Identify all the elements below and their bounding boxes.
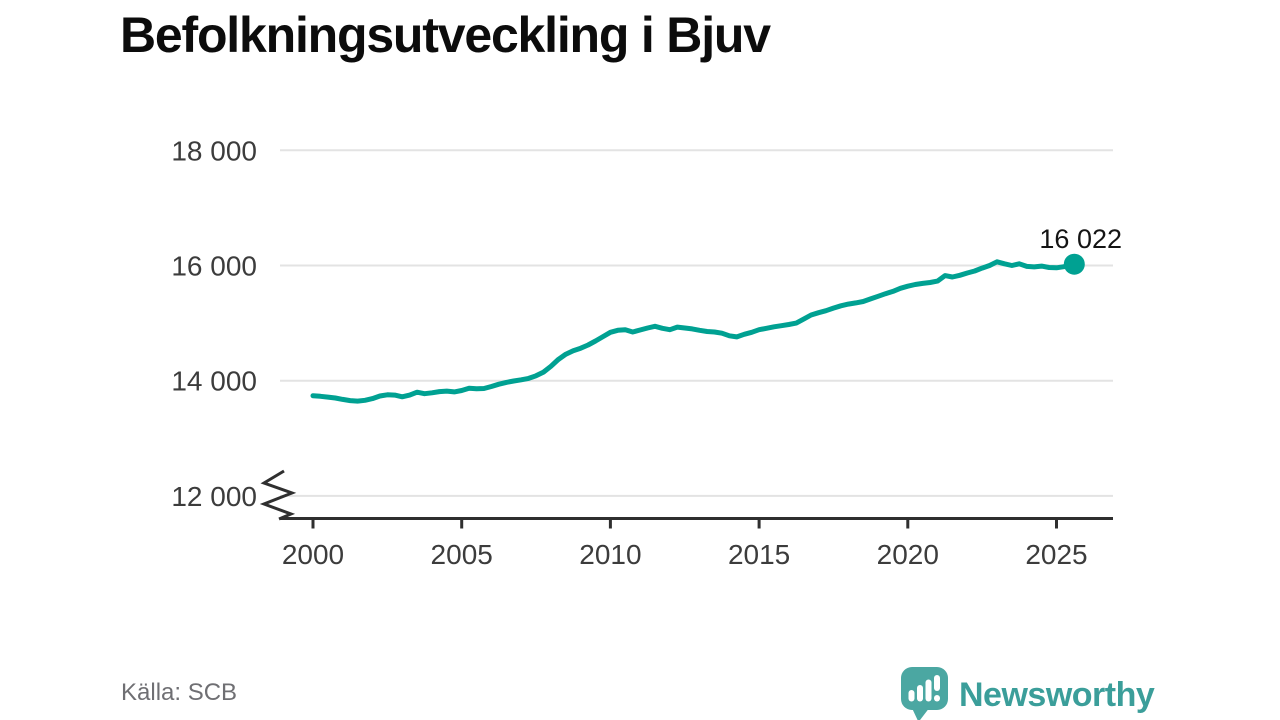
logo-bar-2 bbox=[917, 685, 923, 702]
latest-value-label: 16 022 bbox=[1039, 224, 1122, 254]
y-axis-break-mark bbox=[259, 469, 297, 521]
source-caption: Källa: SCB bbox=[121, 679, 238, 706]
newsworthy-logo[interactable]: Newsworthy bbox=[899, 666, 1155, 720]
newsworthy-wordmark: Newsworthy bbox=[959, 675, 1155, 714]
y-tick-label-12000: 12 000 bbox=[171, 481, 257, 512]
y-tick-label-16000: 16 000 bbox=[171, 251, 257, 282]
logo-bubble-tail bbox=[911, 706, 930, 720]
x-tick-label-2005: 2005 bbox=[431, 539, 493, 570]
y-tick-label-14000: 14 000 bbox=[171, 366, 257, 397]
x-tick-label-2000: 2000 bbox=[282, 539, 344, 570]
newsworthy-bubble-chart-icon bbox=[901, 667, 948, 720]
logo-exclamation-dot bbox=[934, 695, 940, 702]
logo-bubble bbox=[901, 667, 948, 710]
x-tick-label-2015: 2015 bbox=[728, 539, 790, 570]
x-tick-label-2020: 2020 bbox=[877, 539, 939, 570]
x-tick-label-2025: 2025 bbox=[1025, 539, 1087, 570]
logo-exclamation-stem bbox=[934, 675, 940, 691]
chart-title: Befolkningsutveckling i Bjuv bbox=[120, 7, 771, 63]
population-line bbox=[310, 259, 1077, 404]
x-tick-label-2010: 2010 bbox=[579, 539, 641, 570]
logo-bar-3 bbox=[925, 679, 932, 702]
logo-bar-1 bbox=[908, 690, 915, 702]
latest-value-dot bbox=[1063, 253, 1085, 275]
y-tick-label-18000: 18 000 bbox=[171, 135, 257, 166]
